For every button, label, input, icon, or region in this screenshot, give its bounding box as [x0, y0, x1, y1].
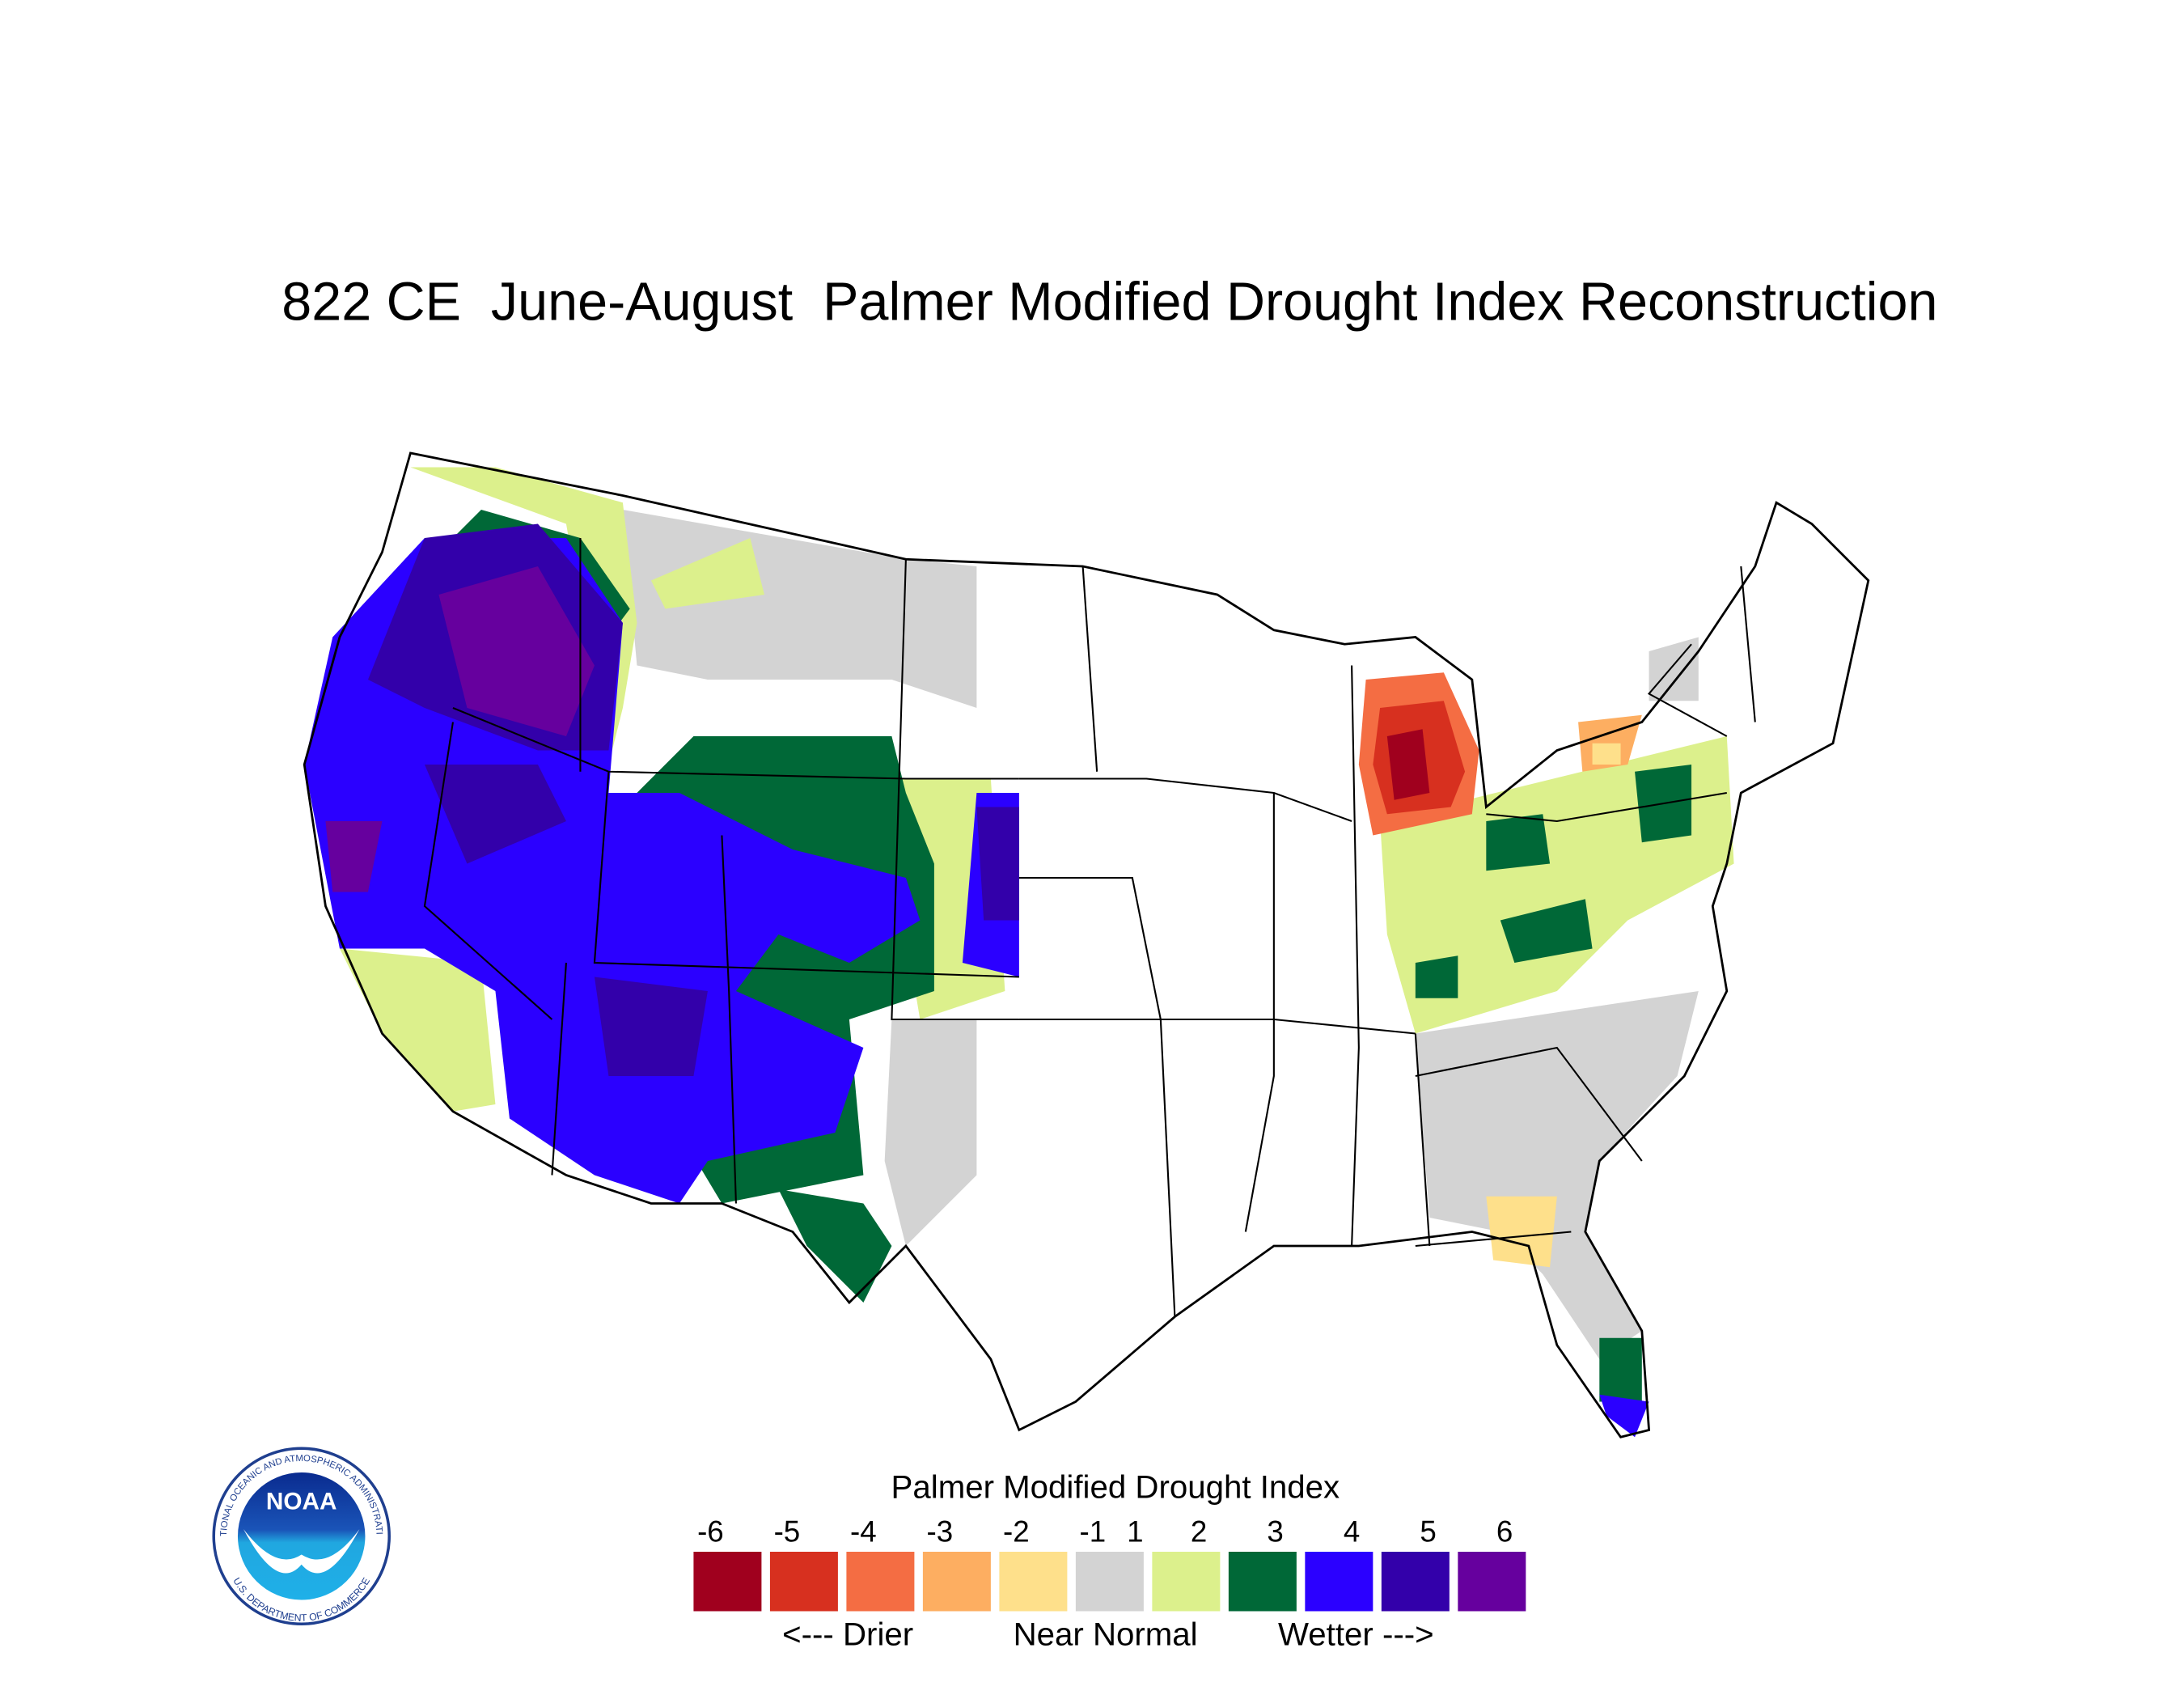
state-border [1415, 1046, 1643, 1162]
state-border [1414, 1033, 1431, 1247]
map-region [1486, 814, 1551, 871]
legend-swatch [1075, 1552, 1144, 1612]
legend-swatch [1381, 1552, 1450, 1612]
logo-disk [237, 1472, 366, 1600]
legend-caption: Wetter ---> [1278, 1616, 1434, 1652]
legend-swatch [693, 1552, 762, 1612]
state-border [1415, 1231, 1572, 1248]
map-region [339, 948, 496, 1112]
state-border [1159, 1019, 1176, 1317]
map [303, 451, 1870, 1438]
legend-label: -6 [697, 1515, 724, 1549]
map-region [424, 765, 566, 864]
logo-name: NOAA [266, 1488, 337, 1515]
legend-label: 2 [1191, 1515, 1207, 1549]
state-border [1018, 876, 1162, 1020]
map-region [1415, 955, 1458, 998]
legend-title: Palmer Modified Drought Index [891, 1468, 1340, 1505]
state-border [1647, 643, 1728, 737]
state-border [1486, 791, 1727, 823]
legend-swatch [999, 1552, 1068, 1612]
legend-label: 6 [1496, 1515, 1513, 1549]
legend-label: -5 [774, 1515, 801, 1549]
legend-swatch [922, 1552, 991, 1612]
legend-label: 3 [1267, 1515, 1283, 1549]
legend-swatch [1458, 1552, 1526, 1612]
legend-swatch [769, 1552, 838, 1612]
state-border [1244, 793, 1275, 1232]
legend-caption: Near Normal [1014, 1616, 1198, 1652]
map-region [884, 1019, 977, 1246]
map-region [1486, 1196, 1557, 1268]
map-region [1592, 743, 1621, 765]
legend-label: 5 [1420, 1515, 1436, 1549]
map-region [778, 1189, 892, 1303]
us-border [303, 451, 1870, 1438]
map-region [438, 566, 595, 736]
map-region [1599, 1337, 1642, 1402]
state-border [891, 559, 1019, 1021]
state-border [1081, 566, 1098, 772]
legend-swatch [846, 1552, 915, 1612]
state-border [1740, 566, 1756, 722]
legend: Palmer Modified Drought Index -6 -5 -4 -3 -2… [693, 1468, 1526, 1653]
state-border [452, 707, 1019, 780]
state-border [423, 722, 553, 1020]
legend-swatch [1305, 1552, 1373, 1612]
legend-label: -1 [1080, 1515, 1107, 1549]
logo-gull [243, 1529, 360, 1574]
legend-swatch [1152, 1552, 1221, 1612]
map-region [1386, 729, 1430, 800]
map-region [650, 538, 764, 609]
state-border [1351, 665, 1360, 1247]
map-region [325, 821, 383, 892]
legend-label: -2 [1003, 1515, 1030, 1549]
state-border [593, 771, 1019, 978]
map-title: 822 CE June-August Palmer Modified Droug… [281, 272, 1937, 332]
state-border [721, 835, 737, 1204]
map-region [1649, 637, 1699, 701]
map-region [976, 807, 1019, 921]
map-region [1599, 1394, 1649, 1438]
legend-caption: <--- Drier [782, 1616, 913, 1652]
legend-swatch [1228, 1552, 1297, 1612]
legend-label: -3 [927, 1515, 954, 1549]
state-border [1018, 777, 1352, 822]
map-region [1500, 899, 1593, 963]
state-border [551, 962, 567, 1176]
map-region [1415, 991, 1699, 1359]
map-region [594, 977, 708, 1076]
legend-label: 4 [1344, 1515, 1360, 1549]
legend-label: 1 [1127, 1515, 1143, 1549]
legend-label: -4 [850, 1515, 877, 1549]
